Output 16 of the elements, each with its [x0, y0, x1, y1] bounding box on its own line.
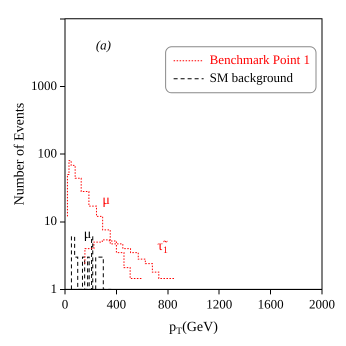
legend-label: Benchmark Point 1 — [210, 52, 310, 68]
x-tick-label: 1600 — [258, 296, 284, 312]
annotation: μ — [84, 227, 92, 242]
y-tick-label: 100 — [38, 146, 57, 161]
y-tick-label: 1000 — [31, 78, 57, 93]
x-tick-label: 0 — [62, 296, 68, 312]
x-tick-label: 400 — [106, 296, 126, 312]
x-tick-label: 800 — [158, 296, 178, 312]
y-axis-title: Number of Events — [12, 102, 28, 206]
x-tick-label: 2000 — [309, 296, 335, 312]
x-tick-label: 1200 — [206, 296, 232, 312]
y-tick-label: 1 — [50, 280, 57, 296]
legend-label: SM background — [210, 70, 294, 86]
annotation: μ — [102, 192, 110, 208]
y-tick-label: 10 — [44, 213, 57, 228]
annotation: (a) — [96, 37, 112, 52]
